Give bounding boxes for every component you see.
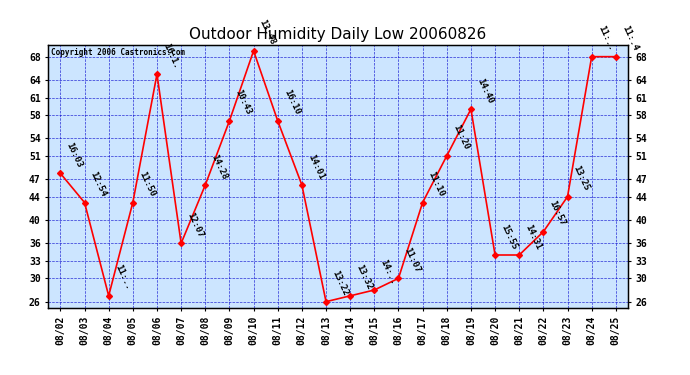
Text: 15:55: 15:55 <box>500 223 519 251</box>
Text: 16:57: 16:57 <box>548 200 567 228</box>
Text: 11:50: 11:50 <box>137 170 157 198</box>
Text: 16:10: 16:10 <box>282 88 302 117</box>
Text: 11:07: 11:07 <box>403 246 422 274</box>
Text: 11:10: 11:10 <box>427 170 446 198</box>
Text: 14:40: 14:40 <box>475 77 495 105</box>
Text: 16:1.: 16:1. <box>161 42 181 70</box>
Text: 11:..: 11:.. <box>596 24 615 52</box>
Text: 10:43: 10:43 <box>234 88 253 117</box>
Title: Outdoor Humidity Daily Low 20060826: Outdoor Humidity Daily Low 20060826 <box>190 27 486 42</box>
Text: 14:28: 14:28 <box>210 153 229 181</box>
Text: 13:48: 13:48 <box>258 18 277 46</box>
Text: 14:..: 14:.. <box>379 258 398 286</box>
Text: 11:.4: 11:.4 <box>620 24 640 52</box>
Text: 13:25: 13:25 <box>572 164 591 192</box>
Text: 11:..: 11:.. <box>113 264 132 292</box>
Text: 12:54: 12:54 <box>89 170 108 198</box>
Text: Copyright 2006 Castronics.com: Copyright 2006 Castronics.com <box>51 48 186 57</box>
Text: 13:22: 13:22 <box>331 269 350 297</box>
Text: 11:20: 11:20 <box>451 123 471 152</box>
Text: 12:07: 12:07 <box>186 211 205 239</box>
Text: 16:03: 16:03 <box>65 141 84 169</box>
Text: 13:32: 13:32 <box>355 264 374 292</box>
Text: 14:01: 14:01 <box>306 153 326 181</box>
Text: 14:31: 14:31 <box>524 223 543 251</box>
